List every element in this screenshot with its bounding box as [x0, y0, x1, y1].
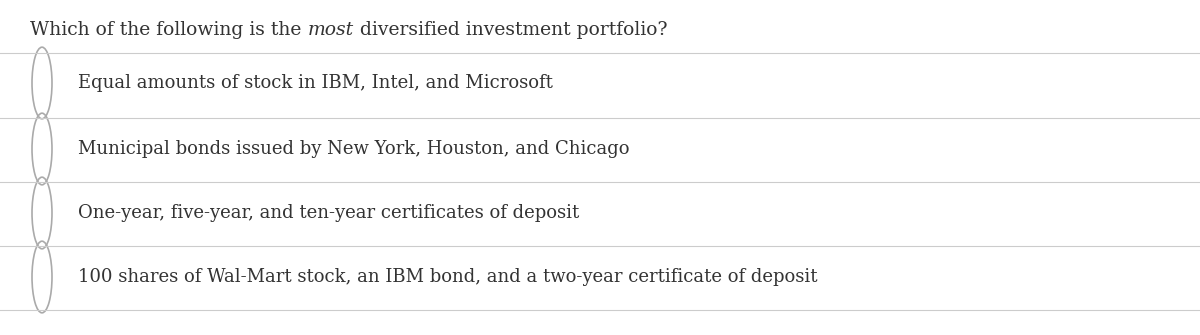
Text: diversified investment portfolio?: diversified investment portfolio?: [354, 21, 667, 39]
Text: One-year, five-year, and ten-year certificates of deposit: One-year, five-year, and ten-year certif…: [78, 204, 580, 222]
Text: most: most: [307, 21, 354, 39]
Text: Municipal bonds issued by New York, Houston, and Chicago: Municipal bonds issued by New York, Hous…: [78, 140, 630, 158]
Text: Which of the following is the: Which of the following is the: [30, 21, 307, 39]
Text: 100 shares of Wal-Mart stock, an IBM bond, and a two-year certificate of deposit: 100 shares of Wal-Mart stock, an IBM bon…: [78, 268, 817, 286]
Text: Equal amounts of stock in IBM, Intel, and Microsoft: Equal amounts of stock in IBM, Intel, an…: [78, 74, 553, 92]
